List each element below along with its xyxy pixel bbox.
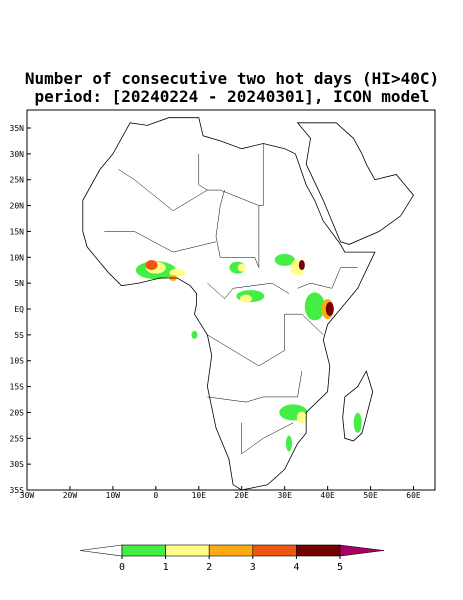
hot-area	[145, 260, 158, 271]
lon-label: 30W	[20, 491, 35, 500]
border	[118, 169, 208, 212]
title: Number of consecutive two hot days (HI>4…	[25, 69, 439, 88]
coastline	[342, 370, 374, 442]
border	[215, 189, 260, 268]
lon-label: 20E	[235, 491, 250, 500]
lon-label: 10W	[106, 491, 121, 500]
colorbar-label: 5	[337, 562, 343, 573]
colorbar-low	[79, 544, 123, 557]
lat-label: 20S	[10, 408, 25, 417]
lon-label: 0	[153, 491, 158, 500]
border	[297, 267, 358, 289]
hot-area	[237, 263, 246, 272]
lat-label: 15N	[10, 227, 25, 236]
hot-area	[274, 253, 295, 266]
colorbar-segment	[296, 544, 341, 557]
hot-area	[169, 268, 186, 277]
hot-area	[353, 412, 362, 433]
lat-label: 30S	[10, 460, 25, 469]
lat-label: 15S	[10, 383, 25, 392]
hot-area	[304, 292, 325, 321]
border	[198, 153, 260, 206]
lat-label: 10N	[10, 253, 25, 262]
map-frame	[26, 109, 436, 491]
lon-label: 40E	[320, 491, 335, 500]
colorbar-segment	[121, 544, 166, 557]
border	[207, 371, 303, 403]
hot-area	[298, 260, 305, 271]
lat-label: 30N	[10, 150, 25, 159]
colorbar-high	[339, 544, 385, 557]
border	[258, 143, 264, 268]
colorbar-label: 2	[206, 562, 212, 573]
lon-label: 50E	[363, 491, 378, 500]
colorbar-segment	[252, 544, 297, 557]
lat-label: 25N	[10, 176, 25, 185]
lon-label: 10E	[192, 491, 207, 500]
map	[26, 109, 436, 491]
subtitle: period: [20240224 - 20240301], ICON mode…	[35, 87, 430, 106]
hot-area	[240, 294, 253, 303]
lat-label: 35N	[10, 124, 25, 133]
colorbar-label: 1	[163, 562, 169, 573]
lon-label: 60E	[406, 491, 421, 500]
hot-area	[191, 330, 198, 339]
colorbar-label: 0	[119, 562, 125, 573]
lat-label: 20N	[10, 202, 25, 211]
lon-label: 20W	[63, 491, 78, 500]
lat-label: EQ	[14, 305, 24, 314]
colorbar-segment	[165, 544, 210, 557]
colorbar-label: 4	[293, 562, 299, 573]
colorbar-segment	[208, 544, 254, 557]
border	[104, 231, 217, 253]
border	[207, 313, 324, 367]
lat-label: 35S	[10, 486, 25, 495]
colorbar-label: 3	[250, 562, 256, 573]
lat-label: 5S	[14, 331, 24, 340]
lon-label: 30E	[277, 491, 292, 500]
coastline	[296, 122, 414, 245]
lat-label: 25S	[10, 434, 25, 443]
border	[241, 422, 294, 455]
lat-label: 10S	[10, 357, 25, 366]
border	[207, 282, 290, 300]
coastline	[82, 117, 376, 491]
hot-area	[296, 411, 307, 424]
lat-label: 5N	[14, 279, 24, 288]
hot-area	[325, 302, 334, 316]
hot-area	[285, 435, 292, 452]
